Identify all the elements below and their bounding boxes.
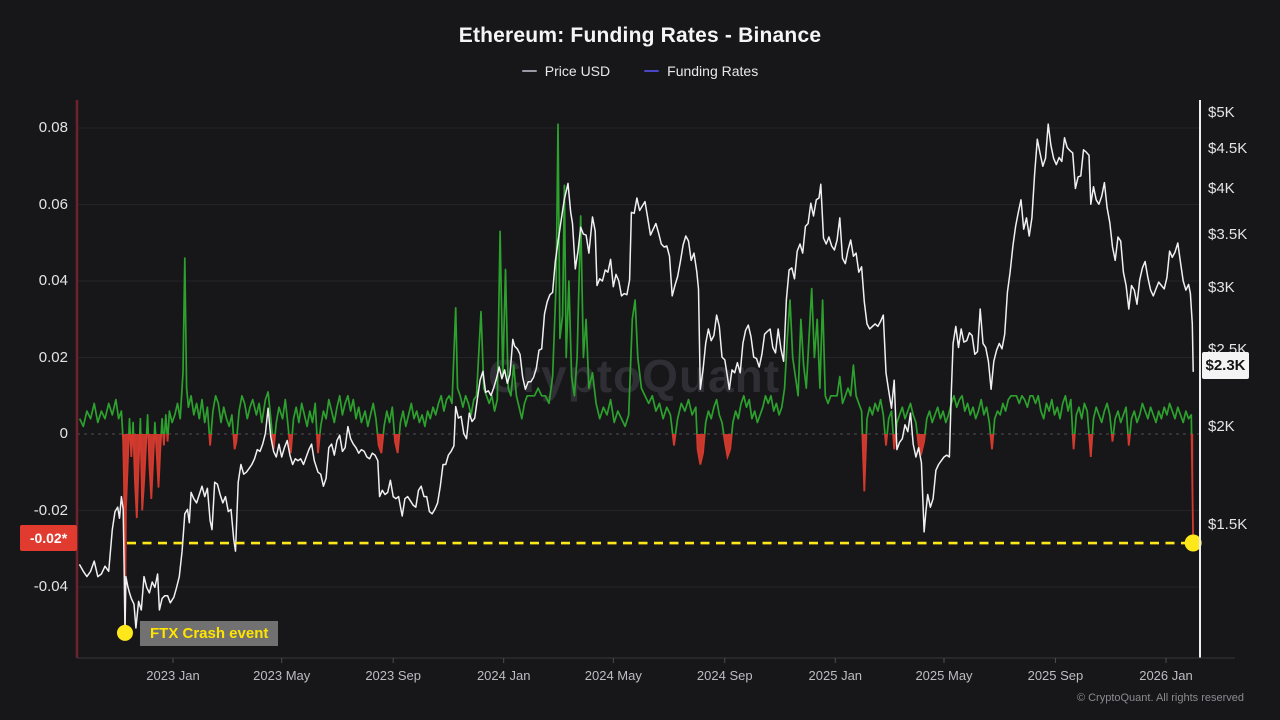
legend-label-funding-rates: Funding Rates (667, 63, 759, 79)
y-axis-right-label: $2K (1208, 417, 1235, 435)
x-axis-label: 2025 Sep (1027, 668, 1084, 683)
x-axis-label: 2025 May (915, 668, 973, 683)
legend-item-price-usd[interactable]: Price USD (521, 63, 611, 79)
y-axis-right-label: $4.5K (1208, 140, 1248, 158)
x-axis-label: 2024 May (584, 668, 642, 683)
y-axis-left-label: -0.04 (33, 578, 68, 595)
legend-label-price-usd: Price USD (544, 63, 611, 79)
series-layer (78, 123, 1195, 633)
price-usd-line (78, 123, 1194, 632)
legend-item-funding-rates[interactable]: Funding Rates (644, 63, 758, 79)
y-axis-right-label: $1.5K (1208, 515, 1248, 533)
y-axis-left-label: 0.02 (38, 348, 68, 366)
y-axis-left-label: 0 (59, 425, 68, 442)
y-axis-left-label: 0.04 (38, 272, 68, 289)
y-axis-right-label: $3.5K (1208, 226, 1248, 244)
copyright-text: © CryptoQuant. All rights reserved (1076, 692, 1244, 704)
funding-rates-legend-dash-icon (644, 70, 660, 72)
y-axis-right-label: $3K (1208, 278, 1235, 296)
ftx-crash-marker-dot[interactable] (116, 624, 133, 641)
y-axis-left-label: 0.08 (38, 119, 68, 136)
funding-rates-line-positive (78, 123, 1193, 434)
x-axis-label: 2023 Jan (146, 668, 200, 683)
cryptoquant-watermark: CryptoQuant (488, 350, 780, 402)
y-axis-left-label: -0.02 (33, 501, 68, 519)
ftx-crash-event-annotation: FTX Crash event (140, 621, 279, 646)
y-axis-right-label: $4K (1208, 180, 1235, 198)
annotation-layer (116, 534, 1202, 641)
x-axis-label: 2023 Sep (365, 668, 421, 683)
latest-funding-marker-dot[interactable] (1184, 534, 1202, 552)
price-usd-legend-dash-icon (521, 70, 537, 72)
axes-layer (75, 100, 1235, 663)
current-price-value-badge: $2.3K (1202, 352, 1249, 379)
x-axis-label: 2026 Jan (1139, 668, 1193, 683)
y-axis-left-label: 0.06 (38, 195, 68, 213)
legend: Price USD Funding Rates (0, 63, 1280, 79)
x-axis-label: 2024 Jan (476, 668, 531, 683)
x-axis-label: 2024 Sep (696, 668, 753, 683)
y-axis-right-label: $5K (1208, 104, 1235, 121)
chart-title: Ethereum: Funding Rates - Binance (458, 24, 822, 47)
current-funding-value-badge: -0.02* (20, 525, 77, 551)
x-axis-label: 2025 Jan (808, 668, 863, 683)
x-axis-label: 2023 May (253, 668, 311, 683)
